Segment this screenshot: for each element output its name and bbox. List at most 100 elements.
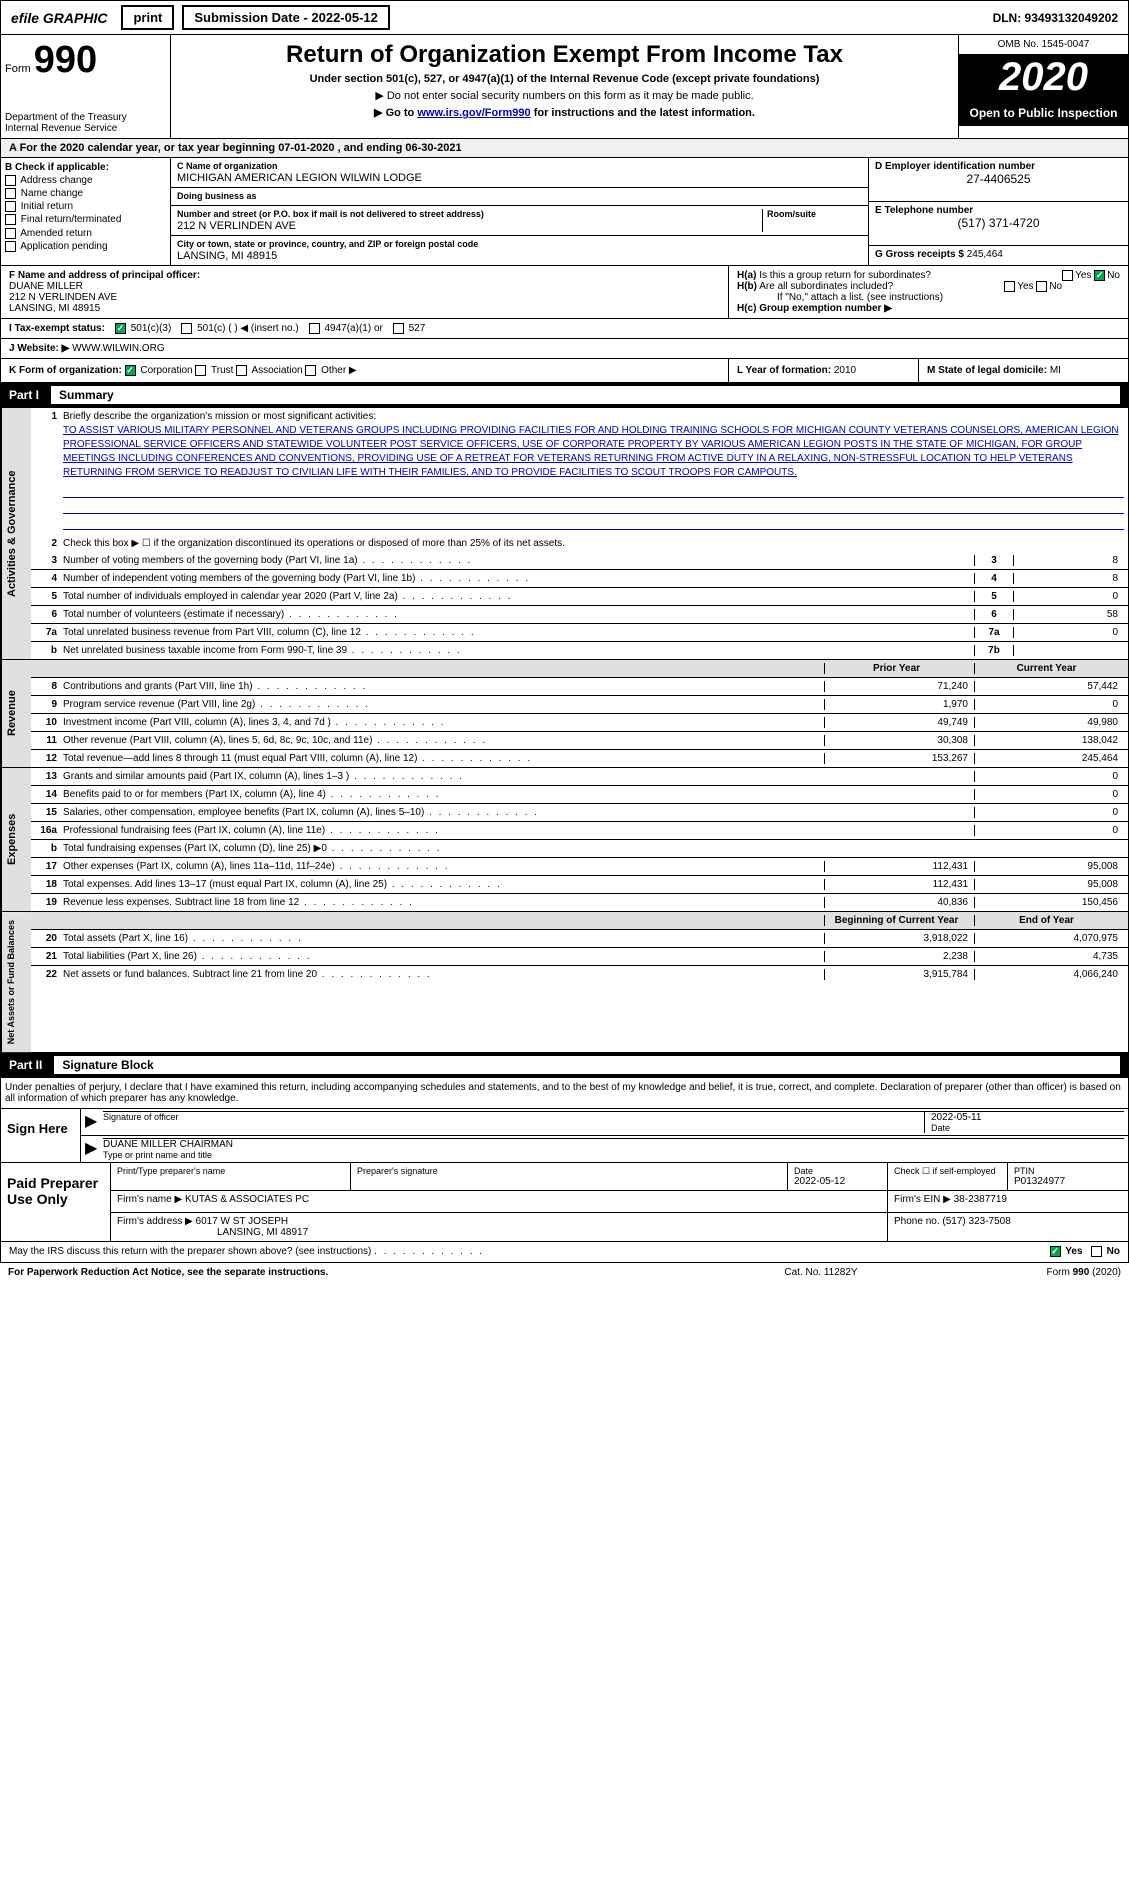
- discuss-no-checkbox[interactable]: [1091, 1246, 1102, 1257]
- firm-addr1: 6017 W ST JOSEPH: [196, 1216, 289, 1227]
- hc-label: H(c) Group exemption number ▶: [737, 303, 892, 314]
- entity-block: B Check if applicable: Address change Na…: [0, 158, 1129, 266]
- trust-checkbox[interactable]: [195, 365, 206, 376]
- table-row: 20Total assets (Part X, line 16)3,918,02…: [31, 930, 1128, 948]
- street: 212 N VERLINDEN AVE: [177, 220, 296, 232]
- revenue-section: Revenue Prior Year Current Year 8Contrib…: [0, 660, 1129, 768]
- table-row: 12Total revenue—add lines 8 through 11 (…: [31, 750, 1128, 767]
- form-label: Form: [5, 63, 31, 75]
- department: Department of the TreasuryInternal Reven…: [5, 112, 166, 134]
- 501c-checkbox[interactable]: [181, 323, 192, 334]
- phone-label: E Telephone number: [875, 205, 973, 216]
- table-row: 3Number of voting members of the governi…: [31, 552, 1128, 570]
- form-title: Return of Organization Exempt From Incom…: [177, 41, 952, 69]
- table-row: 13Grants and similar amounts paid (Part …: [31, 768, 1128, 786]
- table-row: bTotal fundraising expenses (Part IX, co…: [31, 840, 1128, 858]
- table-row: 9Program service revenue (Part VIII, lin…: [31, 696, 1128, 714]
- ha-yes-checkbox[interactable]: [1062, 270, 1073, 281]
- table-row: 14Benefits paid to or for members (Part …: [31, 786, 1128, 804]
- table-row: 16aProfessional fundraising fees (Part I…: [31, 822, 1128, 840]
- table-row: 5Total number of individuals employed in…: [31, 588, 1128, 606]
- city-label: City or town, state or province, country…: [177, 239, 478, 249]
- irs-link[interactable]: www.irs.gov/Form990: [417, 107, 530, 119]
- hb-yes-checkbox[interactable]: [1004, 281, 1015, 292]
- hb-no-checkbox[interactable]: [1036, 281, 1047, 292]
- ein: 27-4406525: [875, 172, 1122, 186]
- expenses-tab: Expenses: [1, 768, 31, 911]
- assoc-checkbox[interactable]: [236, 365, 247, 376]
- room-label: Room/suite: [767, 209, 816, 219]
- current-year-header: Current Year: [974, 663, 1124, 674]
- prep-date: 2022-05-12: [794, 1176, 881, 1187]
- instructions-note: ▶ Go to www.irs.gov/Form990 for instruct…: [177, 106, 952, 119]
- final-return-checkbox[interactable]: [5, 214, 16, 225]
- revenue-tab: Revenue: [1, 660, 31, 767]
- table-row: 6Total number of volunteers (estimate if…: [31, 606, 1128, 624]
- table-row: 8Contributions and grants (Part VIII, li…: [31, 678, 1128, 696]
- firm-phone: (517) 323-7508: [942, 1216, 1010, 1227]
- address-change-checkbox[interactable]: [5, 175, 16, 186]
- tax-year-period: A For the 2020 calendar year, or tax yea…: [0, 139, 1129, 158]
- officer-addr1: 212 N VERLINDEN AVE: [9, 292, 117, 303]
- officer-label: F Name and address of principal officer:: [9, 270, 200, 281]
- sign-here-block: Sign Here ▶ Signature of officer 2022-05…: [0, 1109, 1129, 1163]
- firm-name: KUTAS & ASSOCIATES PC: [185, 1194, 309, 1205]
- top-bar: efile GRAPHIC print Submission Date - 20…: [0, 0, 1129, 35]
- tax-year: 2020: [959, 55, 1128, 100]
- activities-governance-section: Activities & Governance 1 Briefly descri…: [0, 408, 1129, 660]
- form-subtitle: Under section 501(c), 527, or 4947(a)(1)…: [177, 73, 952, 85]
- initial-return-checkbox[interactable]: [5, 201, 16, 212]
- section-b-label: B Check if applicable:: [5, 162, 166, 173]
- klm-line: K Form of organization: Corporation Trus…: [0, 359, 1129, 383]
- officer-block: F Name and address of principal officer:…: [0, 266, 1129, 319]
- tax-exempt-line: I Tax-exempt status: 501(c)(3) 501(c) ( …: [0, 319, 1129, 339]
- dln: DLN: 93493132049202: [993, 11, 1124, 25]
- dba-label: Doing business as: [177, 191, 257, 201]
- name-change-checkbox[interactable]: [5, 188, 16, 199]
- table-row: 10Investment income (Part VIII, column (…: [31, 714, 1128, 732]
- phone: (517) 371-4720: [875, 216, 1122, 230]
- corp-checkbox[interactable]: [125, 365, 136, 376]
- 527-checkbox[interactable]: [393, 323, 404, 334]
- table-row: 4Number of independent voting members of…: [31, 570, 1128, 588]
- application-pending-checkbox[interactable]: [5, 241, 16, 252]
- part2-header: Part II Signature Block: [0, 1053, 1129, 1078]
- table-row: bNet unrelated business taxable income f…: [31, 642, 1128, 659]
- org-name: MICHIGAN AMERICAN LEGION WILWIN LODGE: [177, 172, 422, 184]
- part1-header: Part I Summary: [0, 383, 1129, 408]
- page-footer: For Paperwork Reduction Act Notice, see …: [0, 1263, 1129, 1282]
- firm-ein: 38-2387719: [954, 1194, 1007, 1205]
- year-formation: 2010: [834, 365, 856, 376]
- officer-addr2: LANSING, MI 48915: [9, 303, 100, 314]
- org-name-label: C Name of organization: [177, 161, 278, 171]
- other-checkbox[interactable]: [305, 365, 316, 376]
- amended-return-checkbox[interactable]: [5, 228, 16, 239]
- sign-date: 2022-05-11: [931, 1112, 1124, 1123]
- end-year-header: End of Year: [974, 915, 1124, 926]
- discuss-yes-checkbox[interactable]: [1050, 1246, 1061, 1257]
- 501c3-checkbox[interactable]: [115, 323, 126, 334]
- signature-declaration: Under penalties of perjury, I declare th…: [0, 1078, 1129, 1109]
- activities-governance-tab: Activities & Governance: [1, 408, 31, 659]
- 4947-checkbox[interactable]: [309, 323, 320, 334]
- efile-label: efile GRAPHIC: [5, 8, 113, 28]
- hb-note: If "No," attach a list. (see instruction…: [737, 292, 1120, 303]
- table-row: 7aTotal unrelated business revenue from …: [31, 624, 1128, 642]
- print-button[interactable]: print: [121, 5, 174, 30]
- gross-receipts-label: G Gross receipts $: [875, 249, 964, 260]
- net-assets-tab: Net Assets or Fund Balances: [1, 912, 31, 1052]
- ha-label: H(a): [737, 270, 756, 281]
- signer-name: DUANE MILLER CHAIRMAN: [103, 1139, 1124, 1150]
- ssn-note: ▶ Do not enter social security numbers o…: [177, 89, 952, 102]
- street-label: Number and street (or P.O. box if mail i…: [177, 209, 484, 219]
- domicile-state: MI: [1050, 365, 1061, 376]
- ha-no-checkbox[interactable]: [1094, 270, 1105, 281]
- mission-text: TO ASSIST VARIOUS MILITARY PERSONNEL AND…: [63, 422, 1124, 482]
- beginning-year-header: Beginning of Current Year: [824, 915, 974, 926]
- ptin: P01324977: [1014, 1176, 1122, 1187]
- table-row: 18Total expenses. Add lines 13–17 (must …: [31, 876, 1128, 894]
- omb-number: OMB No. 1545-0047: [959, 35, 1128, 55]
- form-number: 990: [34, 39, 97, 81]
- table-row: 11Other revenue (Part VIII, column (A), …: [31, 732, 1128, 750]
- firm-addr2: LANSING, MI 48917: [117, 1227, 308, 1238]
